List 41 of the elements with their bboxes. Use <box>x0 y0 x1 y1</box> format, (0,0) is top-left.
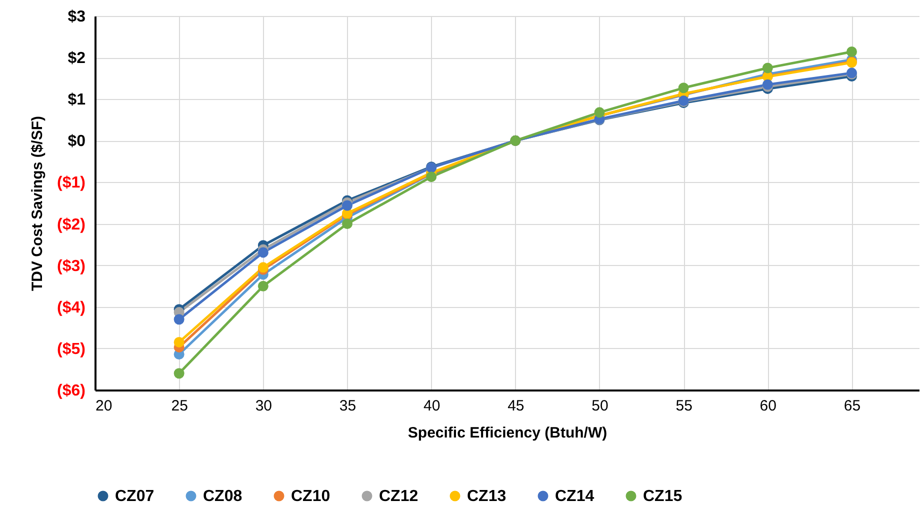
point <box>594 107 605 118</box>
x-tick-label: 35 <box>339 398 356 414</box>
point <box>258 247 268 258</box>
point <box>174 368 184 379</box>
point <box>174 336 184 348</box>
point <box>762 62 773 74</box>
x-tick-label: 55 <box>676 398 692 414</box>
point <box>846 46 857 57</box>
legend-label: CZ08 <box>203 488 242 505</box>
y-axis-title: TDV Cost Savings ($/SF) <box>29 116 46 292</box>
y-tick-label: ($3) <box>57 258 86 275</box>
x-tick-label: 65 <box>844 398 861 414</box>
legend-label: CZ15 <box>643 488 682 505</box>
legend-label: CZ12 <box>379 488 418 505</box>
point <box>426 172 437 182</box>
point <box>342 218 352 230</box>
x-tick-label: 20 <box>96 398 112 414</box>
y-tick-label: ($5) <box>57 340 86 358</box>
y-tick-label: ($1) <box>57 174 86 192</box>
legend-label: CZ07 <box>115 488 154 505</box>
y-tick-label: $2 <box>68 50 86 68</box>
y-tick-label: $0 <box>68 133 86 150</box>
x-tick-label: 50 <box>592 398 608 414</box>
x-axis-title: Specific Efficiency (Btuh/W) <box>408 424 608 442</box>
y-tick-label: ($4) <box>57 299 86 316</box>
point <box>258 280 268 292</box>
x-tick-label: 60 <box>760 398 776 414</box>
y-tick-label: ($6) <box>57 382 86 400</box>
y-tick-label: ($2) <box>57 216 86 234</box>
legend-label: CZ13 <box>467 488 506 505</box>
x-tick-label: 40 <box>423 398 440 414</box>
legend-label: CZ14 <box>555 488 594 505</box>
point <box>342 200 352 211</box>
point <box>174 314 184 325</box>
y-tick-label: $1 <box>68 92 86 109</box>
x-tick-label: 45 <box>508 398 524 414</box>
point <box>678 82 689 94</box>
y-tick-label: $3 <box>68 8 86 26</box>
x-tick-label: 25 <box>171 398 188 414</box>
legend-label: CZ10 <box>291 488 330 505</box>
x-tick-label: 30 <box>255 398 272 414</box>
